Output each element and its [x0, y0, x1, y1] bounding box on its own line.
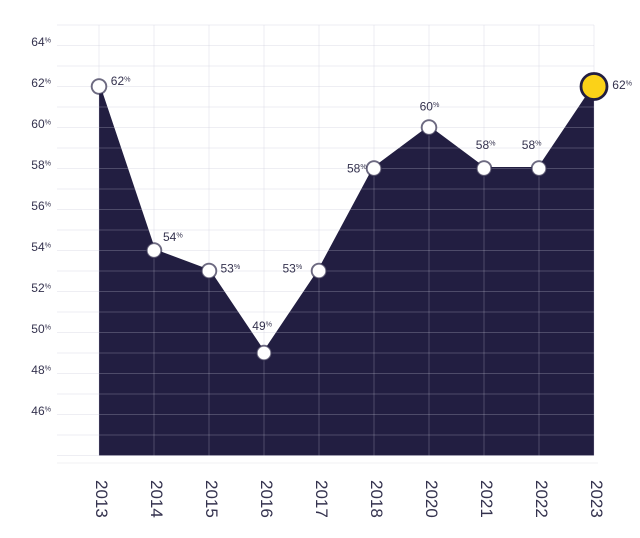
svg-text:2020: 2020	[422, 480, 441, 518]
svg-text:2017: 2017	[312, 480, 331, 518]
svg-text:48%: 48%	[31, 363, 51, 377]
svg-text:50%: 50%	[31, 322, 51, 336]
svg-text:60%: 60%	[420, 100, 440, 114]
svg-text:53%: 53%	[221, 261, 241, 275]
svg-text:56%: 56%	[31, 199, 51, 213]
svg-text:49%: 49%	[252, 319, 272, 333]
svg-text:60%: 60%	[31, 117, 51, 131]
svg-text:2014: 2014	[147, 480, 166, 518]
svg-text:58%: 58%	[347, 162, 367, 176]
svg-text:2016: 2016	[257, 480, 276, 518]
svg-text:53%: 53%	[283, 261, 303, 275]
svg-text:2013: 2013	[92, 480, 111, 518]
svg-text:2023: 2023	[587, 480, 606, 518]
svg-text:52%: 52%	[31, 281, 51, 295]
svg-text:2018: 2018	[367, 480, 386, 518]
svg-text:58%: 58%	[31, 158, 51, 172]
svg-text:46%: 46%	[31, 404, 51, 418]
svg-text:54%: 54%	[163, 230, 183, 244]
svg-text:2022: 2022	[532, 480, 551, 518]
svg-text:58%: 58%	[476, 138, 496, 152]
svg-text:2015: 2015	[202, 480, 221, 518]
svg-text:54%: 54%	[31, 240, 51, 254]
svg-text:62%: 62%	[31, 76, 51, 90]
svg-text:62%: 62%	[612, 78, 632, 92]
svg-text:64%: 64%	[31, 35, 51, 49]
svg-text:2021: 2021	[477, 480, 496, 518]
